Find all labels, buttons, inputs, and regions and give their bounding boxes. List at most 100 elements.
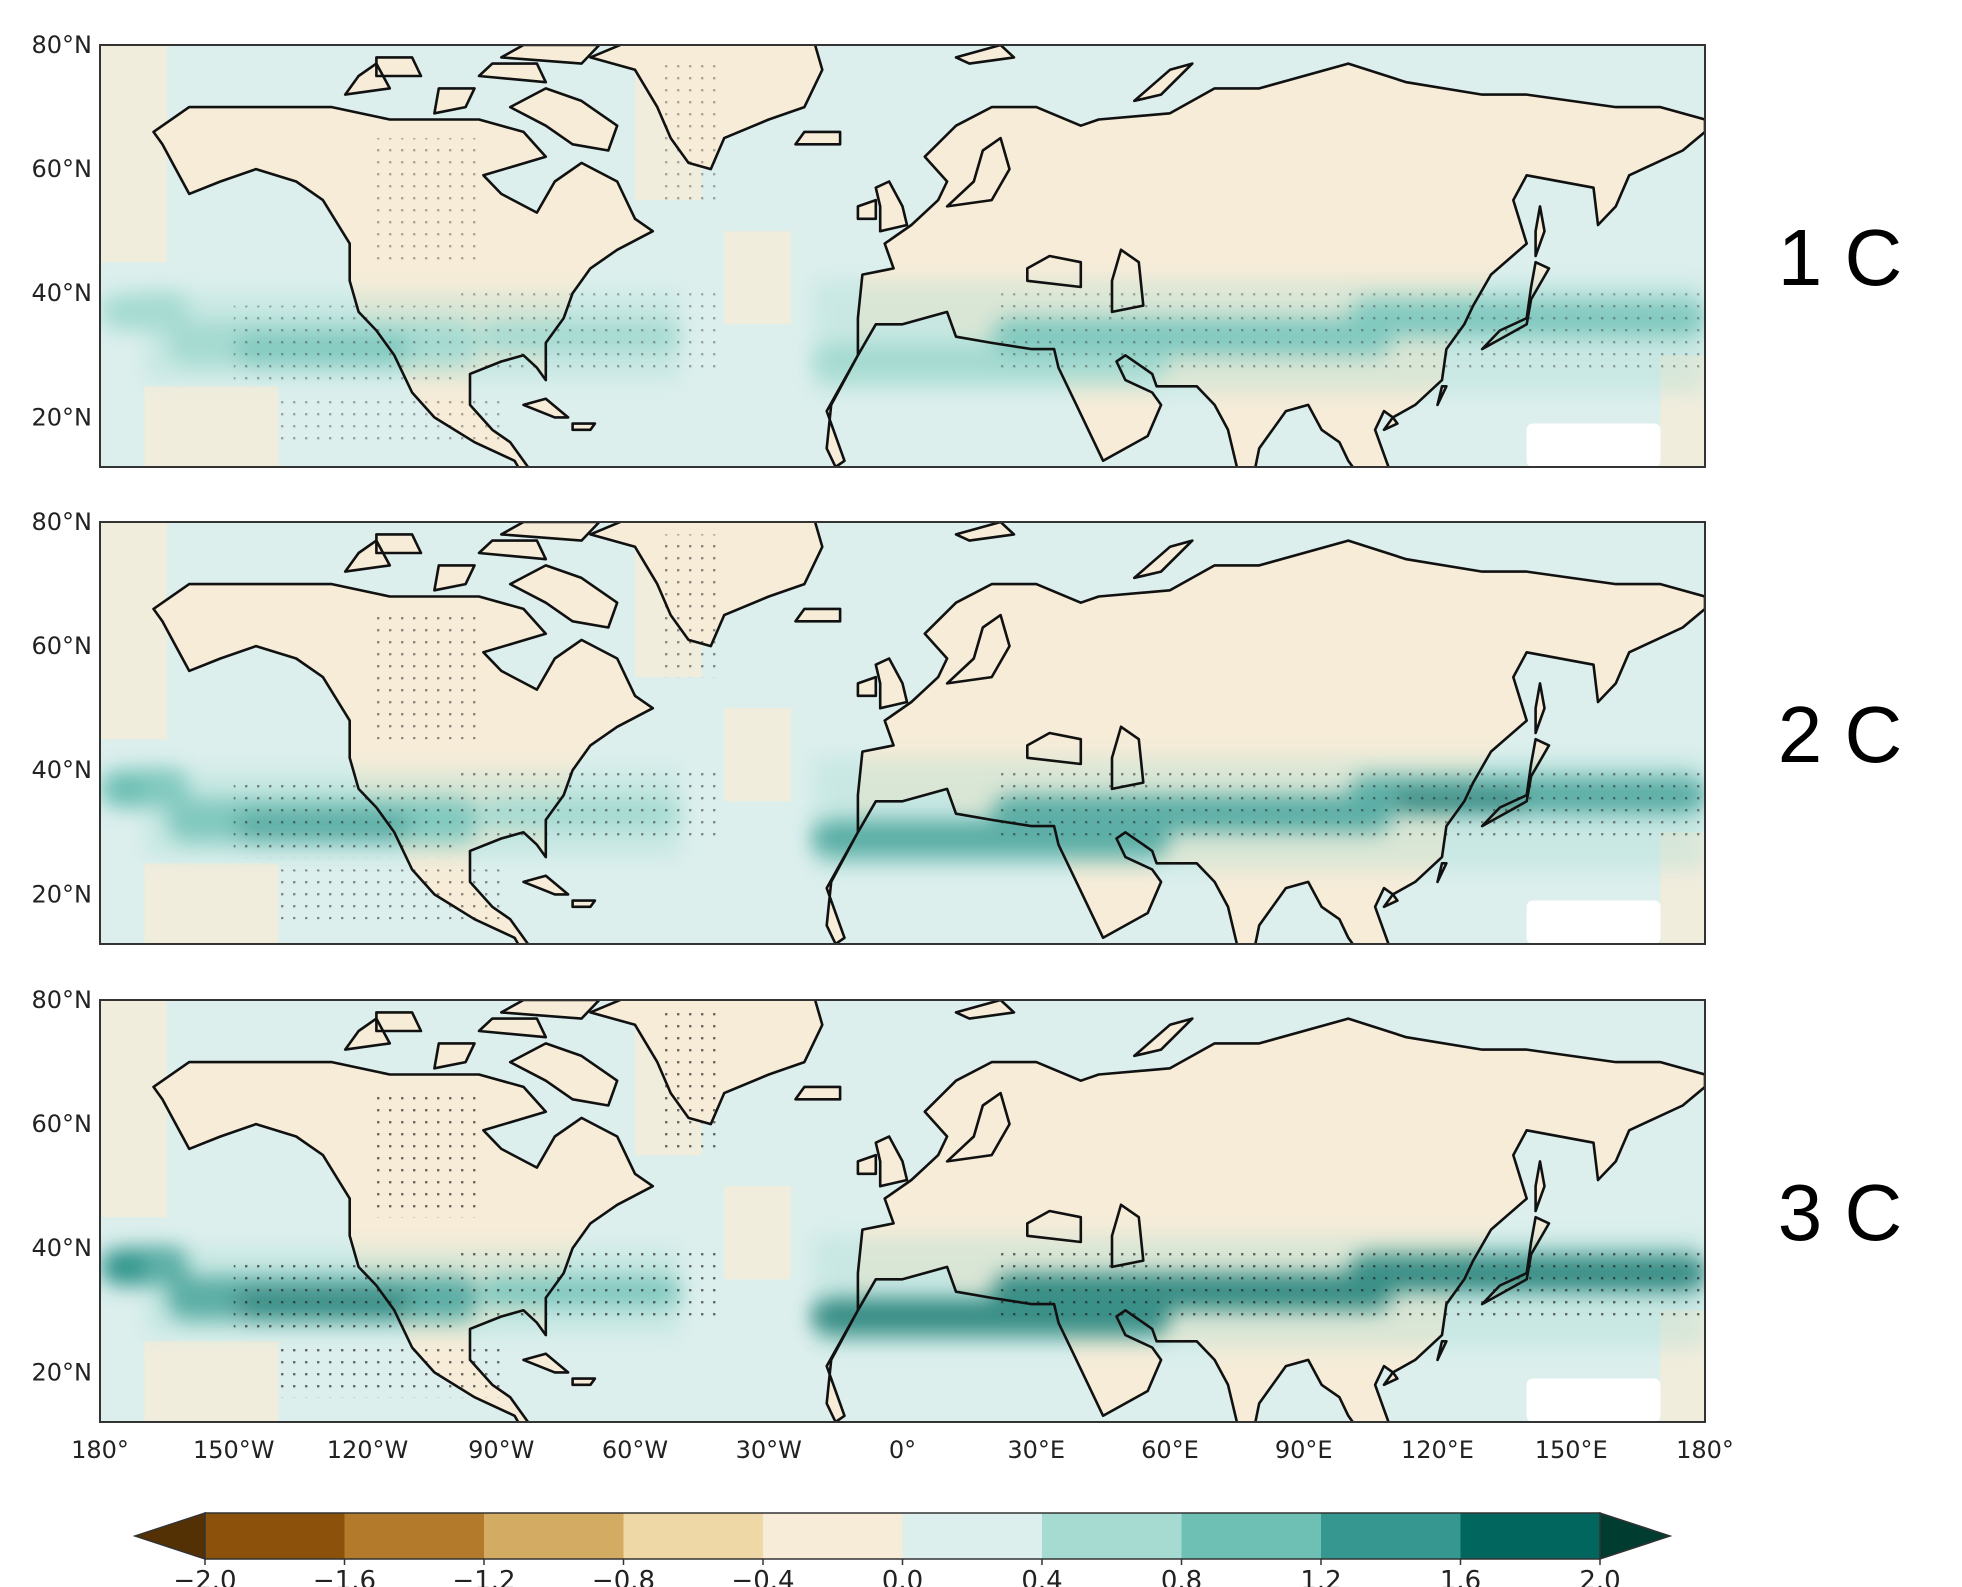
stippling (233, 1260, 457, 1336)
coastline (954, 1000, 1016, 1020)
colorbar-segment (1042, 1513, 1182, 1559)
coastline (794, 607, 842, 623)
latitude-tick-label: 20°N (32, 403, 93, 431)
stippling (657, 57, 725, 201)
stippling (456, 1248, 725, 1323)
coastline (825, 62, 1705, 467)
panel-label: 3 C (1778, 1168, 1903, 1257)
land-tint (857, 677, 876, 696)
colorbar: −2.0 −1.6 −1.2 −0.8 −0.4 0.0 0.4 0.8 1.2 1.6 2.0 (132, 1511, 1673, 1587)
coastline (433, 87, 476, 115)
coastline (508, 87, 619, 152)
coastline (522, 874, 570, 896)
latitude-tick-label: 20°N (32, 1358, 93, 1386)
land-tint (1027, 256, 1081, 287)
coastline (571, 1377, 597, 1387)
colorbar-segment (1321, 1513, 1461, 1559)
coastline (1133, 62, 1194, 103)
coastline (1382, 893, 1399, 909)
coastline (152, 582, 655, 944)
land-tint (523, 1353, 569, 1373)
coastline (589, 522, 824, 648)
coastline (1534, 1160, 1546, 1213)
stippling (278, 392, 502, 443)
panel-label: 2 C (1778, 690, 1903, 779)
longitude-tick-label: 60°W (602, 1436, 668, 1464)
coastline (856, 1153, 878, 1176)
land-tint (523, 398, 569, 418)
land-tint (795, 608, 841, 622)
land-tint (572, 900, 595, 907)
coastline (1480, 1215, 1551, 1306)
latitude-tick-label: 80°N (32, 986, 93, 1014)
latitude-tick-label: 60°N (32, 1110, 93, 1138)
coastline (433, 1042, 476, 1070)
coastline (945, 1091, 1011, 1163)
land-tint (947, 1093, 1010, 1162)
colorbar-tick-label: 0.0 (882, 1566, 923, 1587)
land-tint (510, 88, 618, 151)
land-tint (857, 1155, 876, 1174)
coastline (152, 105, 655, 467)
stippling (278, 869, 502, 920)
map-frame (99, 44, 1706, 468)
coastline (1436, 861, 1448, 884)
coastline (1110, 1203, 1145, 1269)
map-panel-1: 80°N 60°N 40°N 20°N 1 C (32, 31, 1902, 468)
coastline (522, 1352, 570, 1374)
land-tint (510, 565, 618, 628)
stippling (367, 138, 479, 263)
colorbar-tick-label: −1.2 (452, 1566, 515, 1587)
stippling (456, 293, 725, 368)
land-tint (1134, 1018, 1193, 1056)
land-tint (826, 1018, 1705, 1422)
land-tint (857, 200, 876, 219)
map-frame (99, 521, 1706, 945)
land-tint (875, 658, 907, 709)
colorbar-tick-label: −2.0 (173, 1566, 236, 1587)
stippling (456, 770, 725, 845)
stippling (991, 293, 1705, 368)
map-panel-3: 80°N 60°N 40°N 20°N 3 C (32, 986, 1903, 1423)
latitude-tick-label: 80°N (32, 508, 93, 536)
stippling (278, 1347, 502, 1398)
stippling (233, 305, 457, 381)
colorbar-segment (1460, 1513, 1601, 1559)
land-tint (875, 181, 907, 232)
land-tint (1027, 1211, 1081, 1242)
land-tint (1134, 63, 1193, 101)
stippling (657, 1012, 725, 1156)
longitude-tick-label: 150°E (1535, 1436, 1608, 1464)
coastline (499, 1000, 601, 1020)
longitude-axis: 180° 150°W 120°W 90°W 60°W 30°W 0° 30°E 60°E 90°E… (71, 1436, 1734, 1464)
coastline (589, 1000, 824, 1126)
coastline (1026, 731, 1083, 766)
colorbar-tick-label: −0.8 (592, 1566, 655, 1587)
coastline (1026, 254, 1083, 289)
longitude-tick-label: 90°W (468, 1436, 534, 1464)
land-tint (572, 1378, 595, 1385)
land-tint (376, 534, 421, 553)
stippling (233, 782, 457, 858)
land-tint (153, 1062, 653, 1422)
latitude-tick-label: 20°N (32, 880, 93, 908)
colorbar-segment (1181, 1513, 1322, 1559)
coastline (433, 564, 476, 592)
coastline (794, 130, 842, 146)
land-tint (1027, 733, 1081, 764)
longitude-tick-label: 180° (71, 1436, 129, 1464)
map-frame (99, 999, 1706, 1423)
land-tint (510, 1043, 618, 1106)
colorbar-segment (623, 1513, 764, 1559)
coastline (1133, 539, 1194, 580)
stippling (657, 534, 725, 678)
latitude-tick-label: 40°N (32, 279, 93, 307)
land-tint (875, 1136, 907, 1187)
coastline (375, 1011, 423, 1033)
coastline (1110, 248, 1145, 314)
latitude-tick-label: 60°N (32, 155, 93, 183)
land-tint (795, 131, 841, 145)
coastline (856, 675, 878, 698)
coastline (874, 1135, 909, 1188)
coastline (945, 136, 1011, 208)
